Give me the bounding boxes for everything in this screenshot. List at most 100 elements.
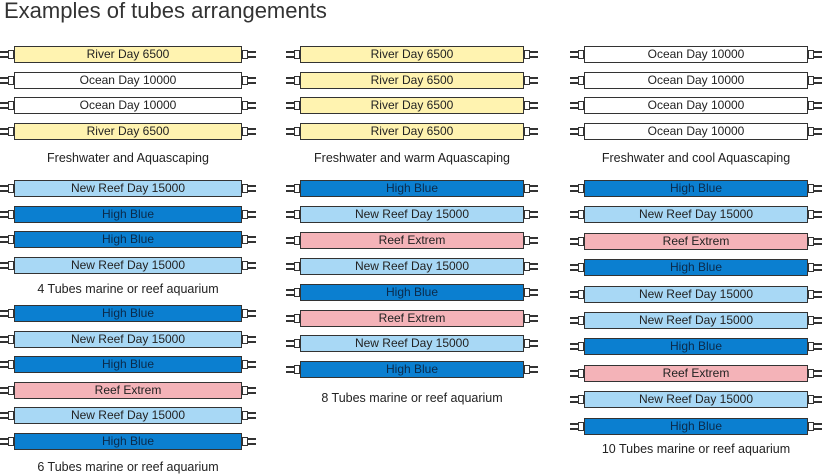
tube-end-pins-right [808, 342, 822, 351]
tube-end-pins-left [0, 437, 14, 446]
tube-label: New Reef Day 15000 [14, 257, 242, 274]
tube: High Blue [286, 284, 538, 301]
tube-end-pins-right [242, 76, 256, 85]
tube: High Blue [570, 180, 822, 197]
tube: New Reef Day 15000 [286, 258, 538, 275]
tube: High Blue [0, 433, 256, 450]
tube-end-pins-left [0, 76, 14, 85]
page-title: Examples of tubes arrangements [4, 0, 327, 23]
tube-end-pins-right [808, 263, 822, 272]
tube-end-pins-right [242, 210, 256, 219]
tube-end-pins-right [524, 101, 538, 110]
tube: Reef Extrem [570, 233, 822, 250]
tube-end-pins-left [570, 290, 584, 299]
tube-end-pins-left [286, 210, 300, 219]
tube: High Blue [0, 231, 256, 248]
tube: River Day 6500 [0, 123, 256, 140]
tube-end-pins-right [242, 235, 256, 244]
tube-end-pins-left [570, 237, 584, 246]
tube: River Day 6500 [0, 46, 256, 63]
tube: Reef Extrem [570, 365, 822, 382]
tube: New Reef Day 15000 [0, 407, 256, 424]
tube: River Day 6500 [286, 123, 538, 140]
tube-end-pins-right [242, 411, 256, 420]
tube-end-pins-left [0, 360, 14, 369]
tube-end-pins-left [0, 335, 14, 344]
tube: Ocean Day 10000 [0, 97, 256, 114]
tube-end-pins-left [0, 386, 14, 395]
tube-label: New Reef Day 15000 [584, 312, 808, 329]
tube: Reef Extrem [286, 232, 538, 249]
tube-end-pins-left [286, 339, 300, 348]
group-caption: 8 Tubes marine or reef aquarium [321, 391, 503, 405]
tube-end-pins-right [242, 437, 256, 446]
tube-label: High Blue [300, 180, 524, 197]
tube-end-pins-left [0, 261, 14, 270]
tube: High Blue [286, 180, 538, 197]
tube-label: High Blue [300, 284, 524, 301]
tube-label: High Blue [14, 433, 242, 450]
tube-end-pins-right [524, 288, 538, 297]
tube-label: New Reef Day 15000 [300, 335, 524, 352]
tube-label: High Blue [584, 180, 808, 197]
tube-label: Reef Extrem [300, 310, 524, 327]
tube-end-pins-right [524, 76, 538, 85]
tube-end-pins-left [0, 309, 14, 318]
tube-end-pins-left [570, 184, 584, 193]
tube-label: High Blue [14, 206, 242, 223]
tube: High Blue [570, 338, 822, 355]
tube-end-pins-left [570, 50, 584, 59]
tube-end-pins-left [570, 210, 584, 219]
group-caption: Freshwater and cool Aquascaping [601, 151, 791, 165]
tube-end-pins-left [0, 235, 14, 244]
tube-label: Reef Extrem [584, 365, 808, 382]
tube-label: High Blue [14, 231, 242, 248]
tube-label: High Blue [300, 361, 524, 378]
tube-end-pins-left [286, 101, 300, 110]
tube-end-pins-left [0, 127, 14, 136]
tube: River Day 6500 [286, 72, 538, 89]
tube-label: New Reef Day 15000 [300, 258, 524, 275]
tube-end-pins-left [286, 76, 300, 85]
tube-label: River Day 6500 [300, 97, 524, 114]
tube-end-pins-right [808, 290, 822, 299]
tube-end-pins-left [0, 184, 14, 193]
tube-end-pins-right [242, 309, 256, 318]
tube: Reef Extrem [286, 310, 538, 327]
tube-end-pins-left [570, 76, 584, 85]
tube: River Day 6500 [286, 97, 538, 114]
tube-end-pins-left [0, 50, 14, 59]
tube-label: River Day 6500 [14, 123, 242, 140]
tube-end-pins-left [0, 210, 14, 219]
tube-label: High Blue [14, 305, 242, 322]
tube-end-pins-right [524, 314, 538, 323]
tube: New Reef Day 15000 [570, 206, 822, 223]
group-caption: Freshwater and warm Aquascaping [314, 151, 510, 165]
tube-label: River Day 6500 [14, 46, 242, 63]
tube-end-pins-right [808, 316, 822, 325]
tube-end-pins-right [524, 262, 538, 271]
tube-end-pins-left [570, 422, 584, 431]
tube-label: River Day 6500 [300, 72, 524, 89]
group-caption: Freshwater and Aquascaping [47, 151, 209, 165]
tube-end-pins-right [524, 127, 538, 136]
tube-end-pins-left [570, 101, 584, 110]
tube-label: High Blue [584, 259, 808, 276]
tube: River Day 6500 [286, 46, 538, 63]
tube-end-pins-left [286, 127, 300, 136]
tube: New Reef Day 15000 [570, 391, 822, 408]
tube: New Reef Day 15000 [0, 331, 256, 348]
tube: High Blue [0, 356, 256, 373]
tube-label: Ocean Day 10000 [14, 72, 242, 89]
tube-end-pins-left [286, 184, 300, 193]
tube-end-pins-right [808, 76, 822, 85]
tube-end-pins-right [242, 360, 256, 369]
tube-end-pins-left [286, 288, 300, 297]
tube-end-pins-left [570, 127, 584, 136]
tube-end-pins-right [242, 101, 256, 110]
tube: New Reef Day 15000 [570, 286, 822, 303]
group-caption: 10 Tubes marine or reef aquarium [601, 442, 791, 456]
tube-end-pins-left [286, 314, 300, 323]
tube: Ocean Day 10000 [570, 97, 822, 114]
tube-end-pins-right [808, 50, 822, 59]
